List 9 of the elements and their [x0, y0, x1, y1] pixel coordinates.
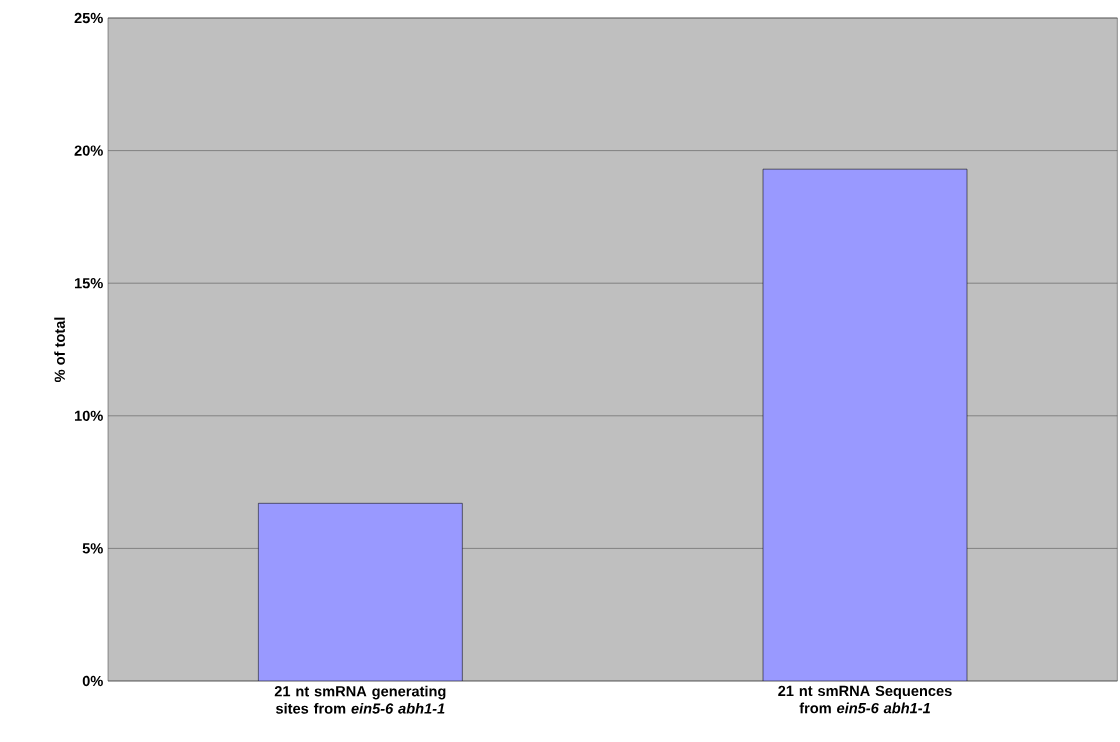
y-tick-label: 15% [74, 278, 103, 289]
x-tick-label: 21 nt smRNA generating sites from ein5-6 abh1-1 [274, 685, 446, 714]
y-tick-label: 5% [82, 543, 103, 554]
x-tick-label: 21 nt smRNA Sequences from ein5-6 abh1-1 [778, 685, 952, 714]
y-axis-title: % of total [54, 317, 65, 383]
y-tick-label: 25% [74, 12, 103, 24]
y-tick-label: 0% [82, 675, 103, 687]
y-tick-label: 10% [74, 410, 103, 421]
y-tick-label: 20% [74, 145, 103, 156]
